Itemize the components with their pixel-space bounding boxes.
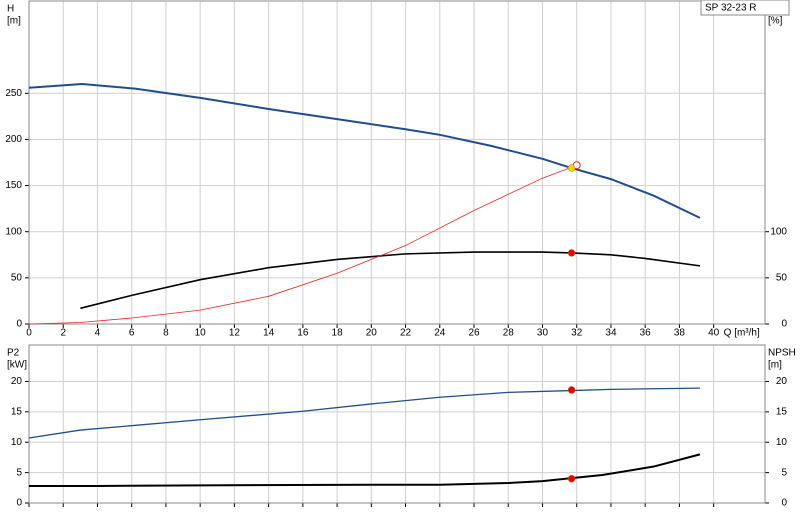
y2-tick-label: 0 [781, 319, 787, 330]
x-tick-label: 20 [366, 328, 378, 339]
operating-point [567, 164, 576, 172]
y2-axis-label: NPSH [768, 348, 796, 359]
x-tick-label: 2 [60, 328, 66, 339]
curve [28, 83, 701, 219]
y-axis-unit: [kW] [7, 360, 27, 371]
y2-axis-unit: [m] [768, 360, 782, 371]
y2-tick-label: 50 [776, 272, 788, 283]
x-tick-label: 26 [468, 328, 480, 339]
y-tick-label: 200 [5, 134, 22, 145]
y2-tick-label: 100 [770, 226, 787, 237]
y-tick-label: 100 [5, 226, 22, 237]
x-tick-label: 30 [537, 328, 549, 339]
y-axis-unit: [m] [7, 16, 21, 27]
y-tick-label: 250 [5, 88, 22, 99]
plot-area [28, 344, 766, 504]
x-tick-label: 10 [195, 328, 207, 339]
curve [80, 251, 701, 310]
x-tick-label: 34 [605, 328, 617, 339]
y-tick-label: 50 [11, 272, 23, 283]
y-axis-label: P2 [7, 348, 20, 359]
curve [28, 164, 577, 325]
y-tick-label: 150 [5, 180, 22, 191]
annotation: SP 32-23 R [705, 3, 757, 14]
plot-frame [28, 344, 766, 504]
x-tick-label: 6 [129, 328, 135, 339]
x-tick-label: 24 [434, 328, 446, 339]
y-tick-label: 5 [16, 467, 22, 478]
x-tick-label: 28 [503, 328, 515, 339]
y2-tick-label: 15 [776, 406, 788, 417]
operating-point [567, 474, 576, 483]
plot-area [28, 0, 766, 325]
x-tick-label: 16 [297, 328, 309, 339]
annotation-box [700, 0, 790, 16]
x-tick-label: 40 [708, 328, 720, 339]
y-tick-label: 15 [11, 406, 23, 417]
y-tick-label: 0 [16, 498, 22, 509]
y2-tick-label: 20 [776, 376, 788, 387]
y2-tick-label: 5 [781, 467, 787, 478]
y-axis-label: H [7, 4, 14, 15]
x-tick-label: 36 [640, 328, 652, 339]
operating-point [567, 386, 576, 394]
x-tick-label: 8 [163, 328, 169, 339]
x-tick-label: 14 [263, 328, 275, 339]
plot-frame [28, 0, 766, 325]
y-tick-label: 10 [11, 437, 23, 448]
x-tick-label: 38 [674, 328, 686, 339]
y-tick-label: 20 [11, 376, 23, 387]
x-axis-label: Q [m³/h] [724, 328, 760, 339]
y2-tick-label: 10 [776, 437, 788, 448]
x-tick-label: 12 [229, 328, 241, 339]
x-tick-label: 4 [95, 328, 101, 339]
curve [28, 387, 700, 439]
curve [29, 453, 701, 487]
x-tick-label: 0 [26, 328, 32, 339]
y2-axis-unit: [%] [768, 16, 783, 27]
x-tick-label: 22 [400, 328, 412, 339]
x-tick-label: 32 [571, 328, 583, 339]
y2-tick-label: 0 [781, 498, 787, 509]
x-tick-label: 18 [332, 328, 344, 339]
y-tick-label: 0 [16, 319, 22, 330]
operating-point [567, 249, 576, 257]
